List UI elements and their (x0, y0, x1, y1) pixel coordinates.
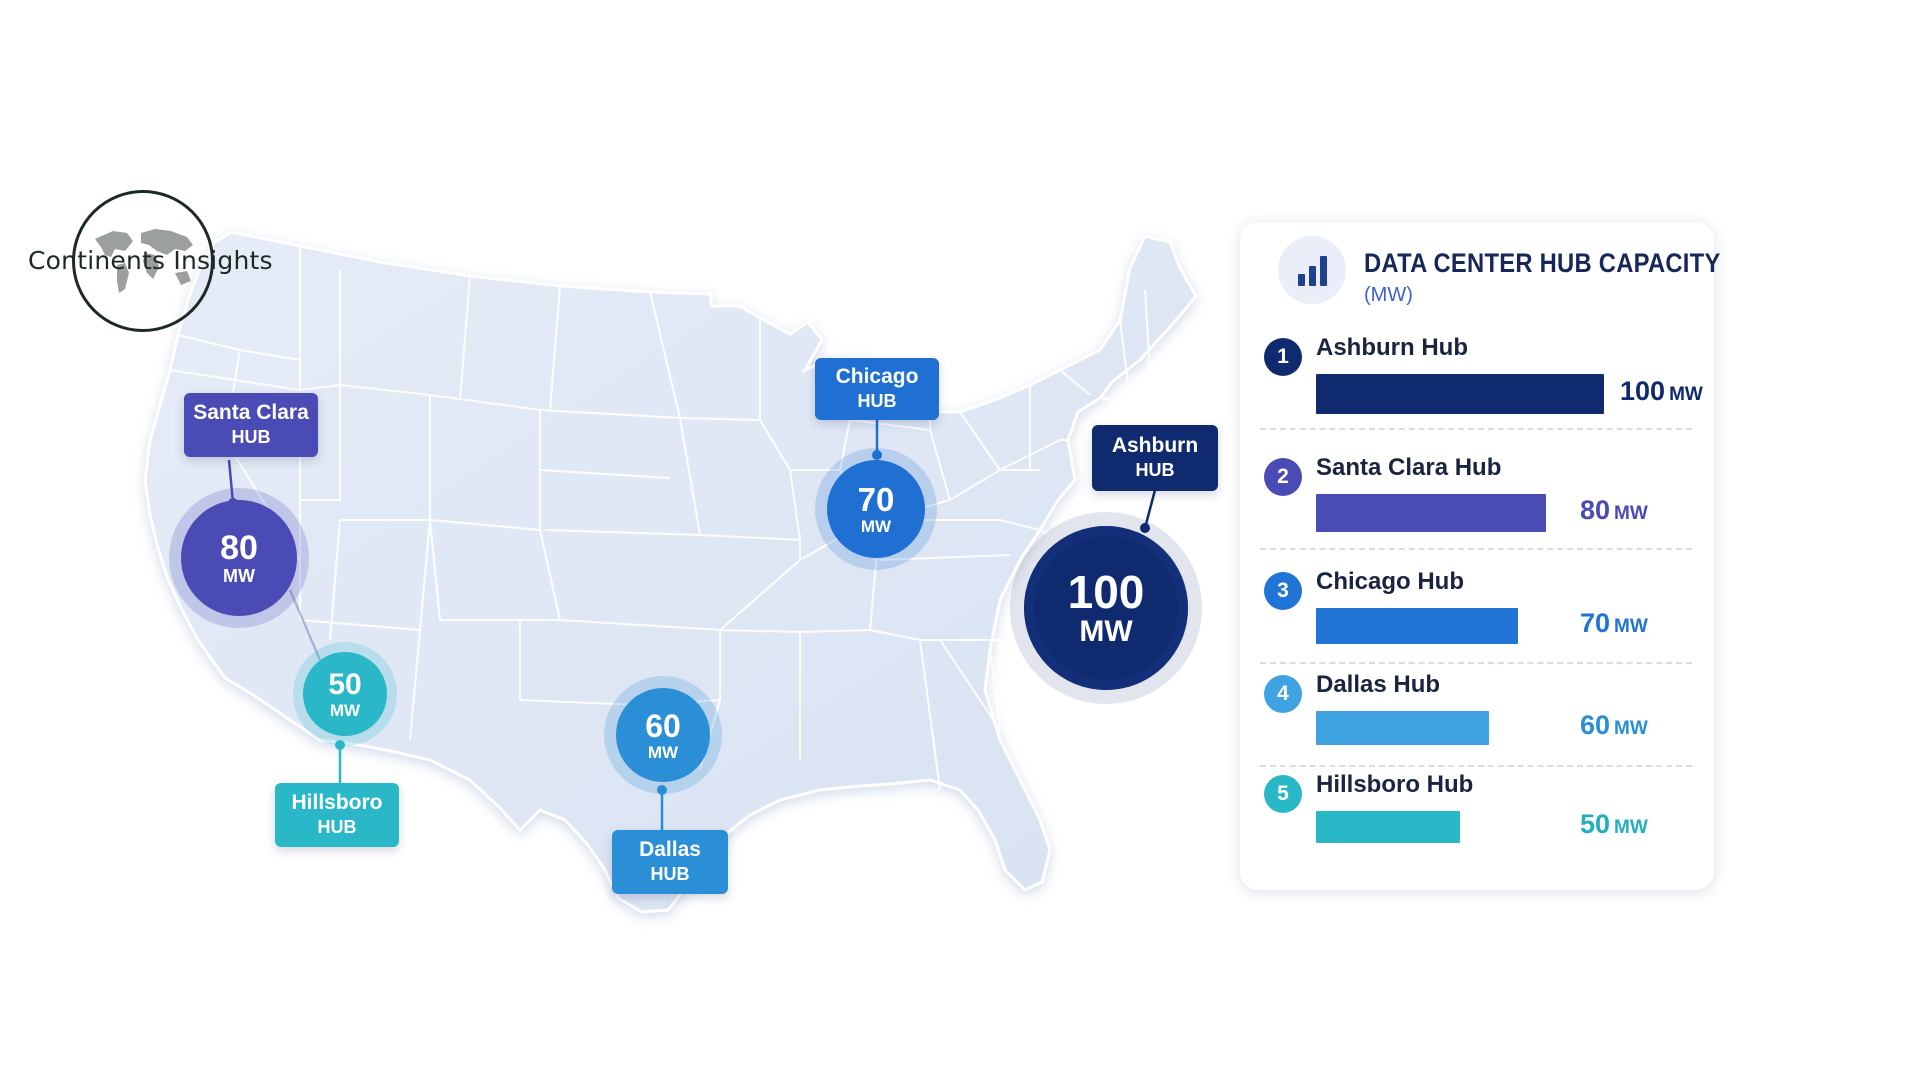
santa-clara-hub-tag: HUB (231, 427, 271, 447)
santa-clara-capacity-unit: MW (223, 566, 255, 586)
capacity-number: 70 (1580, 608, 1611, 638)
rank-badge: 5 (1264, 775, 1302, 813)
santa-clara-capacity-marker[interactable]: 80 MW (181, 500, 297, 616)
hub-label: Dallas Hub (1316, 671, 1441, 698)
row-divider (1260, 548, 1692, 550)
capacity-row[interactable]: 4 Dallas Hub 60 MW (1240, 671, 1714, 777)
dallas-capacity-value: 60 (645, 707, 681, 744)
hub-label: Hillsboro Hub (1316, 771, 1474, 798)
capacity-number: 50 (1580, 809, 1611, 839)
ashburn-capacity-value: 100 (1067, 566, 1145, 618)
row-divider (1260, 662, 1692, 664)
dallas-hub-label[interactable]: Dallas HUB (612, 830, 728, 894)
chicago-hub-label[interactable]: Chicago HUB (815, 358, 939, 420)
row-divider (1260, 765, 1692, 767)
capacity-number: 80 (1580, 495, 1611, 525)
capacity-number: 100 (1620, 376, 1666, 406)
chicago-capacity-value: 70 (857, 481, 895, 518)
hillsboro-capacity-unit: MW (329, 700, 361, 720)
capacity-bar (1316, 608, 1518, 644)
panel-title: DATA CENTER HUB CAPACITY (1364, 248, 1721, 278)
chicago-capacity-unit: MW (860, 517, 892, 536)
hub-label: Ashburn Hub (1316, 334, 1468, 361)
rank-badge: 2 (1264, 458, 1302, 496)
hub-label: Chicago Hub (1316, 568, 1464, 595)
capacity-panel: DATA CENTER HUB CAPACITY (MW) 1 Ashburn H… (1240, 222, 1720, 890)
capacity-bar (1316, 811, 1460, 843)
hub-label: Santa Clara Hub (1316, 454, 1502, 481)
chicago-capacity-marker[interactable]: 70 MW (827, 460, 925, 558)
rank-badge: 3 (1264, 572, 1302, 610)
hillsboro-hub-tag: HUB (317, 817, 357, 837)
dallas-hub-name: Dallas (639, 838, 701, 861)
capacity-bar (1316, 494, 1546, 532)
capacity-number: 60 (1580, 710, 1611, 740)
capacity-unit: MW (1614, 817, 1648, 838)
santa-clara-hub-label[interactable]: Santa Clara HUB (184, 393, 318, 457)
capacity-value: 80 MW (1580, 495, 1648, 526)
capacity-row[interactable]: 2 Santa Clara Hub 80 MW (1240, 454, 1714, 560)
bar-chart-icon (1278, 236, 1346, 304)
capacity-row[interactable]: 1 Ashburn Hub 100 MW (1240, 334, 1714, 440)
hillsboro-hub-label[interactable]: Hillsboro HUB (275, 783, 399, 847)
capacity-value: 70 MW (1580, 608, 1648, 639)
santa-clara-capacity-value: 80 (220, 529, 258, 567)
chicago-hub-name: Chicago (835, 365, 919, 388)
hillsboro-hub-name: Hillsboro (291, 791, 383, 814)
ashburn-capacity-unit: MW (1079, 615, 1133, 648)
capacity-value: 100 MW (1620, 376, 1703, 407)
chicago-hub-tag: HUB (857, 391, 897, 411)
ashburn-hub-name: Ashburn (1111, 434, 1199, 457)
capacity-bar (1316, 711, 1489, 745)
rank-badge: 1 (1264, 338, 1302, 376)
santa-clara-hub-name: Santa Clara (193, 401, 309, 424)
state-borders (169, 246, 1151, 791)
panel-subtitle: (MW) (1364, 284, 1413, 306)
dallas-capacity-marker[interactable]: 60 MW (616, 688, 710, 782)
ashburn-hub-tag: HUB (1135, 460, 1175, 480)
capacity-value: 50 MW (1580, 809, 1648, 840)
capacity-row[interactable]: 3 Chicago Hub 70 MW (1240, 568, 1714, 674)
capacity-bar (1316, 374, 1604, 414)
capacity-row[interactable]: 5 Hillsboro Hub 50 MW (1240, 771, 1714, 877)
capacity-value: 60 MW (1580, 710, 1648, 741)
capacity-unit: MW (1669, 384, 1703, 405)
ashburn-hub-label[interactable]: Ashburn HUB (1092, 425, 1218, 491)
logo-text: Continents Insights (28, 246, 273, 275)
capacity-unit: MW (1614, 503, 1648, 524)
capacity-unit: MW (1614, 718, 1648, 739)
hillsboro-capacity-value: 50 (328, 667, 362, 701)
hillsboro-capacity-marker[interactable]: 50 MW (303, 652, 387, 736)
world-map-icon (95, 229, 193, 293)
logo-circle (72, 190, 214, 332)
row-divider (1260, 428, 1692, 430)
dallas-capacity-unit: MW (647, 742, 679, 762)
capacity-unit: MW (1614, 616, 1648, 637)
rank-badge: 4 (1264, 675, 1302, 713)
dallas-hub-tag: HUB (650, 864, 690, 884)
ashburn-capacity-marker[interactable]: 100 MW (1024, 526, 1188, 690)
